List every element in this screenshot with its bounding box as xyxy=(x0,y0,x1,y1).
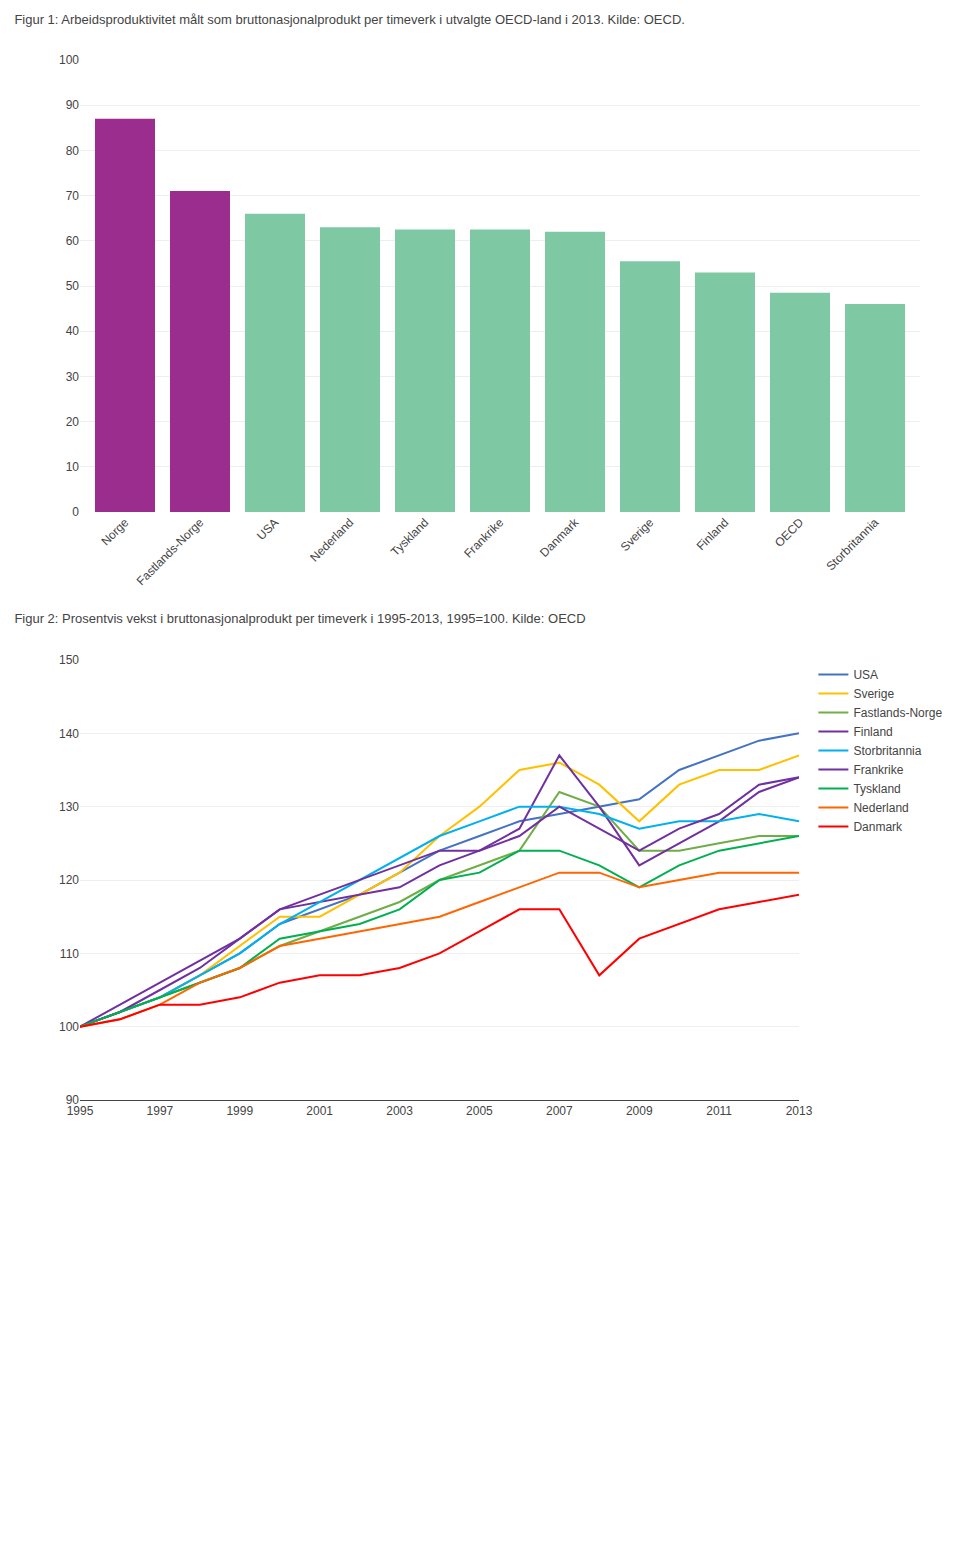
svg-text:100: 100 xyxy=(59,53,79,67)
svg-text:Sverige: Sverige xyxy=(618,515,657,554)
svg-text:Frankrike: Frankrike xyxy=(461,515,506,560)
svg-text:Danmark: Danmark xyxy=(853,820,903,834)
svg-text:90: 90 xyxy=(66,98,80,112)
svg-text:Storbritannia: Storbritannia xyxy=(823,515,881,573)
svg-text:20: 20 xyxy=(66,415,80,429)
svg-text:USA: USA xyxy=(254,515,281,542)
svg-text:Figur 1: Arbeidsproduktivitet: Figur 1: Arbeidsproduktivitet målt som b… xyxy=(14,12,685,27)
svg-text:2009: 2009 xyxy=(626,1104,653,1118)
svg-text:2007: 2007 xyxy=(546,1104,573,1118)
svg-text:Figur 2: Prosentvis vekst i br: Figur 2: Prosentvis vekst i bruttonasjon… xyxy=(14,611,585,626)
svg-text:2001: 2001 xyxy=(306,1104,333,1118)
svg-text:90: 90 xyxy=(66,1093,80,1107)
svg-text:120: 120 xyxy=(59,873,79,887)
svg-text:Danmark: Danmark xyxy=(537,515,582,560)
svg-text:Finland: Finland xyxy=(694,515,732,553)
svg-text:10: 10 xyxy=(66,460,80,474)
svg-text:Tyskland: Tyskland xyxy=(853,782,900,796)
svg-text:50: 50 xyxy=(66,279,80,293)
svg-text:2003: 2003 xyxy=(386,1104,413,1118)
svg-text:Storbritannia: Storbritannia xyxy=(853,744,921,758)
svg-text:Finland: Finland xyxy=(853,725,892,739)
svg-text:1995: 1995 xyxy=(67,1104,94,1118)
svg-text:30: 30 xyxy=(66,370,80,384)
svg-text:Frankrike: Frankrike xyxy=(853,763,903,777)
svg-text:140: 140 xyxy=(59,727,79,741)
svg-text:OECD: OECD xyxy=(772,515,807,550)
svg-text:70: 70 xyxy=(66,189,80,203)
svg-text:2013: 2013 xyxy=(786,1104,813,1118)
svg-text:110: 110 xyxy=(60,947,79,961)
svg-text:1997: 1997 xyxy=(147,1104,174,1118)
svg-text:1999: 1999 xyxy=(226,1104,253,1118)
svg-text:Norge: Norge xyxy=(98,515,131,548)
svg-text:USA: USA xyxy=(853,668,878,682)
svg-text:80: 80 xyxy=(66,144,80,158)
svg-text:2011: 2011 xyxy=(706,1104,732,1118)
svg-text:Fastlands-Norge: Fastlands-Norge xyxy=(853,706,942,720)
svg-text:130: 130 xyxy=(59,800,79,814)
svg-text:Fastlands-Norge: Fastlands-Norge xyxy=(134,515,207,588)
svg-text:Nederland: Nederland xyxy=(853,801,908,815)
svg-text:40: 40 xyxy=(66,324,80,338)
svg-text:100: 100 xyxy=(59,1020,79,1034)
svg-text:Tyskland: Tyskland xyxy=(388,515,431,558)
svg-text:Nederland: Nederland xyxy=(307,515,356,564)
svg-text:60: 60 xyxy=(66,234,80,248)
svg-text:150: 150 xyxy=(59,653,79,667)
svg-text:2005: 2005 xyxy=(466,1104,493,1118)
svg-text:0: 0 xyxy=(72,505,79,519)
svg-text:Sverige: Sverige xyxy=(853,687,894,701)
